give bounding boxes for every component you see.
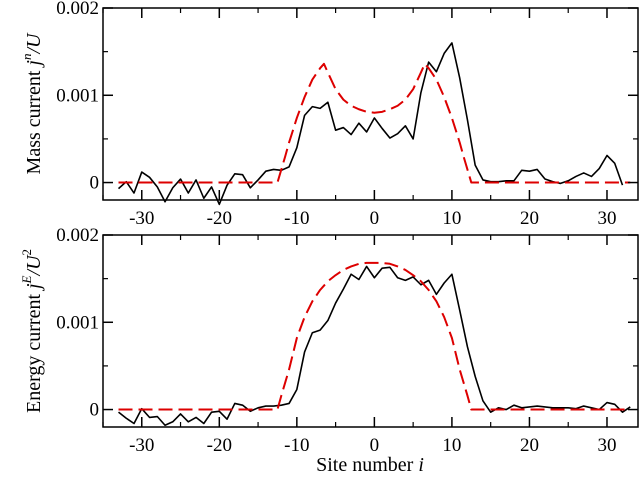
energy-current-frame [102,234,639,428]
energy-current-x-tick-label: -20 [207,435,232,456]
mass-current-x-tick-label: 30 [597,208,616,229]
energy-current-y-tick-label: 0.002 [56,225,99,246]
x-axis-symbol: i [418,454,424,476]
energy-current-x-tick-label: -10 [284,435,309,456]
x-axis-title-text: Site number [316,454,418,476]
mass-current-y-axis-symbol: j [23,60,45,69]
energy-current-y-axis-superscript: E [19,275,34,284]
energy-current-axes: -30 -20 -10 0 10 20 30 0 0.001 0.002 [56,225,638,456]
energy-current-numerical-line [118,265,631,427]
energy-current-y-axis-title: Energy current jE/U2 [19,249,45,413]
mass-current-analytic-line [118,62,631,184]
mass-current-plot-area [117,42,631,206]
energy-current-y-tick-label: 0.001 [56,312,99,333]
energy-current-panel: -30 -20 -10 0 10 20 30 0 0.001 0.002 Energy curre… [19,225,639,476]
energy-current-x-tick-label: 10 [442,435,461,456]
energy-current-y-axis-unit: /U [23,254,45,277]
energy-current-analytic-line [118,261,631,411]
mass-current-axes: -30 -20 -10 0 10 20 30 0 0.001 0.002 [56,0,638,229]
mass-current-x-tick-label: 10 [442,208,461,229]
mass-current-frame [102,7,639,201]
energy-current-x-tick-label: -30 [129,435,154,456]
energy-current-y-axis-unit-superscript: 2 [19,249,34,256]
mass-current-y-tick-label: 0.001 [56,85,99,106]
mass-current-y-axis-unit: /U [23,32,45,55]
energy-current-y-tick-label: 0 [90,400,100,421]
energy-current-x-tick-label: 0 [370,435,380,456]
energy-current-x-tick-label: 30 [597,435,616,456]
energy-current-y-axis-title-text: Energy current [23,289,45,413]
mass-current-numerical-line [117,42,624,206]
mass-current-x-tick-label: -10 [284,208,309,229]
mass-current-panel: -30 -20 -10 0 10 20 30 0 0.001 0.002 Mass current… [19,0,639,229]
mass-current-y-tick-label: 0.002 [56,0,99,19]
mass-current-y-axis-title: Mass current jn/U [19,32,45,174]
mass-current-x-tick-label: -20 [207,208,232,229]
mass-current-x-tick-label: 20 [520,208,539,229]
energy-current-x-tick-label: 20 [520,435,539,456]
mass-current-y-axis-title-text: Mass current [23,66,45,175]
energy-current-plot-area [118,261,631,427]
x-axis-title: Site number i [316,454,424,476]
mass-current-x-tick-label: -30 [129,208,154,229]
mass-current-y-axis-superscript: n [19,54,34,61]
mass-current-x-tick-label: 0 [370,208,380,229]
mass-current-y-tick-label: 0 [90,173,100,194]
energy-current-y-axis-symbol: j [23,283,45,292]
